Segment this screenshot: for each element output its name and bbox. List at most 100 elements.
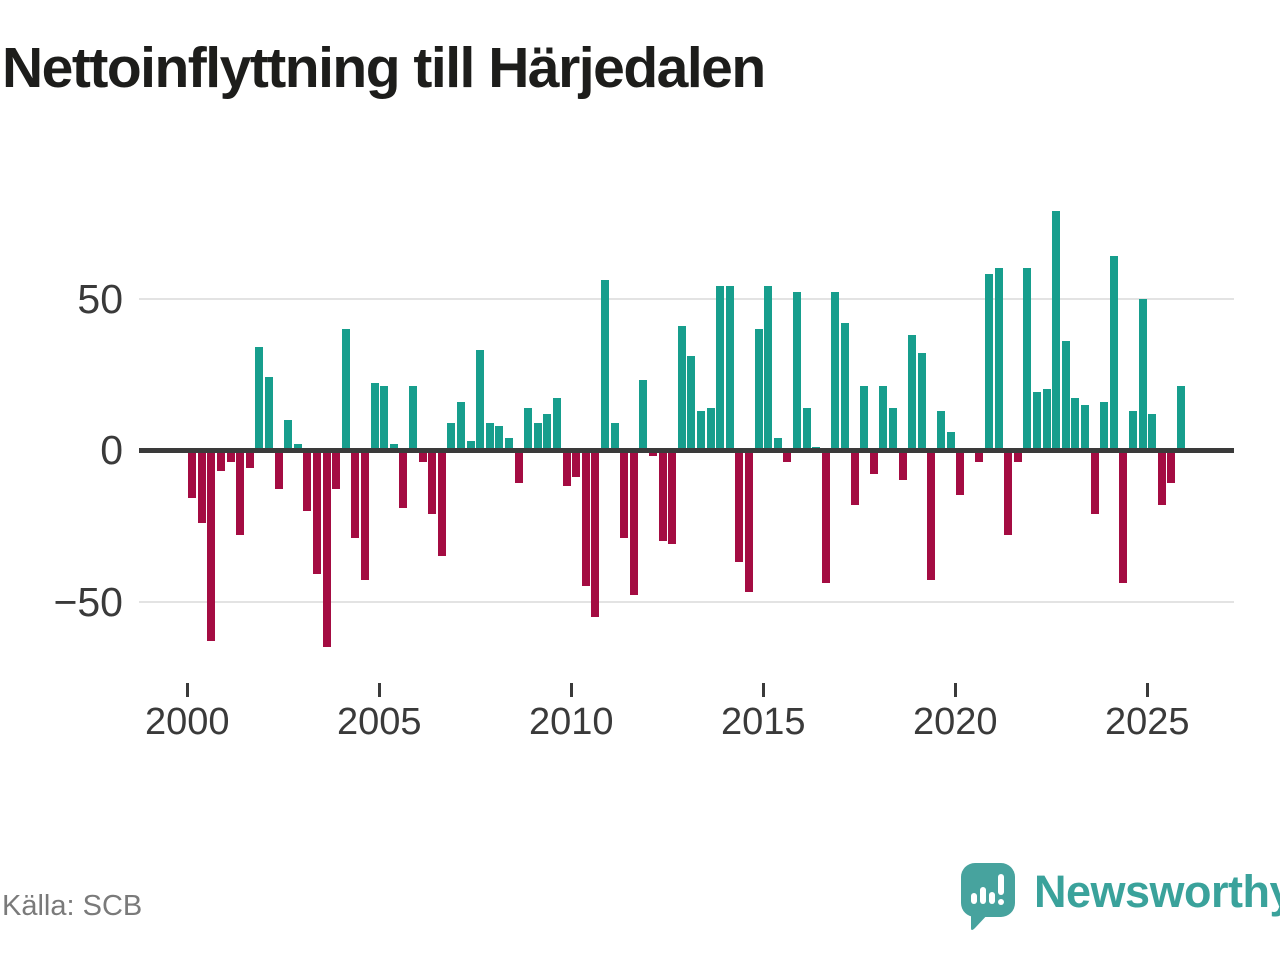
bar-2025Q3: [1167, 450, 1176, 484]
bar-2005Q2: [389, 443, 398, 450]
bar-2002Q4: [293, 443, 302, 450]
bar-2002Q3: [284, 419, 293, 450]
bar-2009Q2: [543, 413, 552, 450]
bar-2019Q4: [946, 431, 955, 450]
bar-2022Q2: [1042, 389, 1051, 450]
bar-2005Q4: [408, 386, 417, 450]
bar-2016Q4: [831, 292, 840, 450]
bar-2010Q4: [600, 280, 609, 450]
bar-2015Q4: [792, 292, 801, 450]
bar-2019Q2: [927, 450, 936, 581]
y-axis-label-50: 50: [77, 275, 123, 322]
bar-2008Q2: [504, 437, 513, 450]
bar-2014Q4: [754, 328, 763, 450]
bar-2005Q1: [380, 386, 389, 450]
x-tick-2000: [185, 683, 189, 697]
bar-2017Q2: [850, 450, 859, 505]
bar-2014Q2: [735, 450, 744, 563]
bar-2022Q4: [1061, 340, 1070, 450]
bar-2011Q3: [629, 450, 638, 596]
y-axis-label-−50: −50: [53, 578, 123, 625]
bar-2024Q1: [1109, 256, 1118, 450]
bar-2001Q3: [245, 450, 254, 469]
bar-2019Q3: [936, 410, 945, 450]
bar-2007Q2: [466, 440, 475, 450]
bar-2021Q4: [1023, 268, 1032, 450]
bar-2010Q1: [572, 450, 581, 478]
bar-2021Q3: [1013, 450, 1022, 463]
zero-axis-line: [139, 447, 1234, 453]
bar-2015Q2: [773, 437, 782, 450]
bar-2015Q3: [783, 450, 792, 463]
x-axis-label-2015: 2015: [721, 701, 806, 743]
y-axis-label-0: 0: [100, 427, 123, 473]
x-tick-2015: [761, 683, 765, 697]
bar-2009Q3: [552, 398, 561, 450]
bar-2025Q1: [1148, 413, 1157, 450]
bar-2016Q1: [802, 407, 811, 450]
bar-2003Q1: [303, 450, 312, 511]
bar-2018Q4: [908, 334, 917, 450]
bar-2023Q4: [1100, 401, 1109, 450]
bar-2020Q1: [956, 450, 965, 496]
bar-2015Q1: [764, 286, 773, 450]
bar-2022Q3: [1052, 210, 1061, 450]
bar-2002Q2: [274, 450, 283, 490]
bar-2024Q4: [1138, 298, 1147, 450]
bar-2021Q2: [1004, 450, 1013, 535]
bar-2011Q2: [620, 450, 629, 538]
bar-2007Q4: [485, 422, 494, 450]
bar-2000Q3: [207, 450, 216, 641]
bar-2023Q3: [1090, 450, 1099, 514]
bar-2005Q3: [399, 450, 408, 508]
page-title: Nettoinflyttning till Härjedalen: [2, 36, 766, 100]
bar-2001Q2: [236, 450, 245, 535]
bar-2004Q2: [351, 450, 360, 538]
x-axis-label-2025: 2025: [1105, 701, 1190, 743]
bar-2016Q3: [821, 450, 830, 584]
bar-2000Q4: [216, 450, 225, 472]
x-axis-label-2020: 2020: [913, 701, 998, 743]
bar-2011Q4: [639, 380, 648, 450]
bar-2007Q3: [476, 350, 485, 450]
bar-2013Q2: [696, 410, 705, 450]
bar-2008Q1: [495, 425, 504, 450]
bar-2008Q4: [524, 407, 533, 450]
bar-2017Q1: [840, 322, 849, 450]
bar-2021Q1: [994, 268, 1003, 450]
bar-2009Q4: [562, 450, 571, 487]
bar-2000Q2: [197, 450, 206, 523]
bar-2012Q2: [658, 450, 667, 541]
bar-2004Q3: [360, 450, 369, 581]
bar-2023Q1: [1071, 398, 1080, 450]
x-tick-2020: [953, 683, 957, 697]
newsworthy-logo[interactable]: Newsworthy: [960, 862, 1280, 932]
bar-2000Q1: [188, 450, 197, 499]
bar-2018Q1: [879, 386, 888, 450]
bar-2002Q1: [264, 377, 273, 450]
x-tick-2025: [1145, 683, 1149, 697]
bar-2013Q1: [687, 356, 696, 450]
bar-2017Q3: [860, 386, 869, 450]
bar-2006Q2: [428, 450, 437, 514]
bar-2011Q1: [610, 422, 619, 450]
bar-2014Q3: [744, 450, 753, 593]
bar-2004Q1: [341, 328, 350, 450]
bar-2003Q4: [332, 450, 341, 490]
gridline-−50: [139, 600, 1234, 603]
bar-2024Q2: [1119, 450, 1128, 584]
bar-2006Q4: [447, 422, 456, 450]
bar-2012Q4: [677, 325, 686, 450]
bar-2013Q4: [716, 286, 725, 450]
bar-2017Q4: [869, 450, 878, 475]
source-label: Källa: SCB: [2, 890, 143, 922]
bar-2001Q1: [226, 450, 235, 463]
bar-2009Q1: [533, 422, 542, 450]
bar-2025Q2: [1157, 450, 1166, 505]
x-axis-label-2010: 2010: [529, 701, 614, 743]
bar-2003Q2: [312, 450, 321, 575]
x-tick-2010: [569, 683, 573, 697]
bar-2014Q1: [725, 286, 734, 450]
